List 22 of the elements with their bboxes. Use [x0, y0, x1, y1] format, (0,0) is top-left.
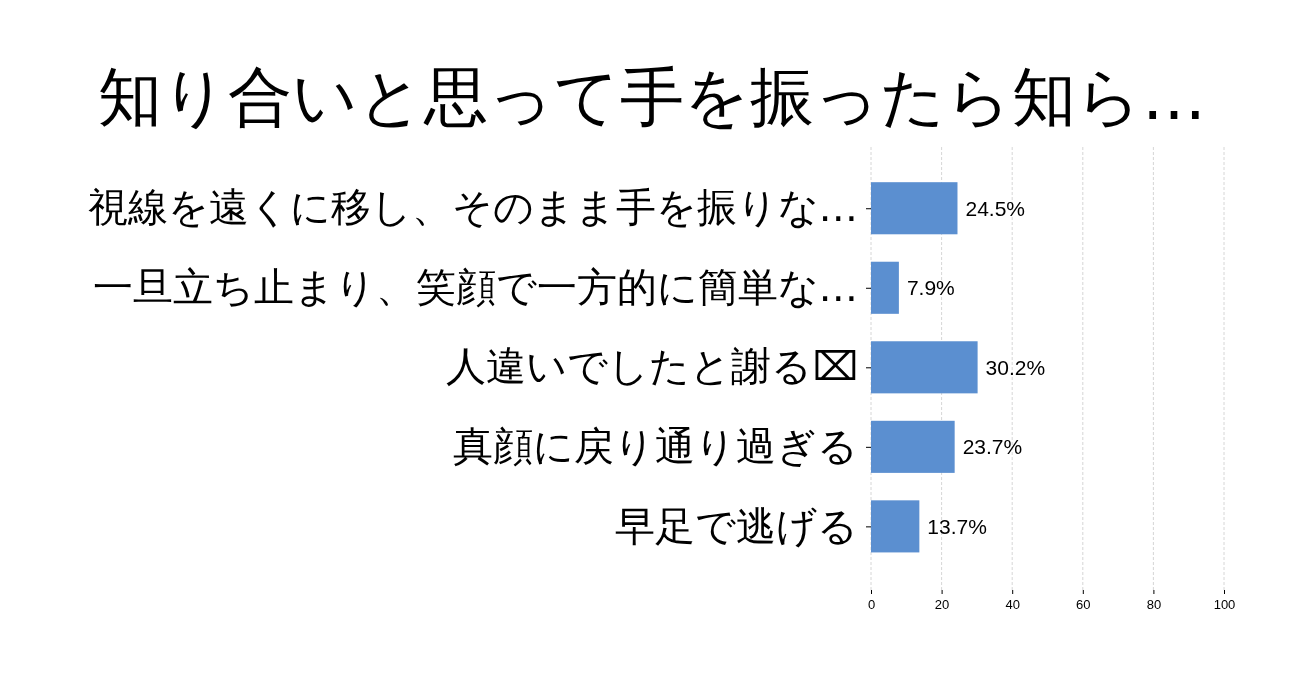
chart-title: 知り合いと思って手を振ったら知ら…	[98, 60, 1206, 134]
y-tick-label: 早足で逃げる	[615, 502, 858, 549]
y-tick-label: 人違いでしたと謝る⌧	[446, 343, 858, 390]
y-tick-label: 視線を遠くに移し、そのまま手を振りな…	[87, 184, 858, 231]
bar	[871, 420, 955, 473]
y-tick-label: 一旦立ち止まり、笑顔で一方的に簡単な…	[92, 263, 858, 310]
bar	[871, 261, 899, 314]
x-tick-label: 60	[1076, 597, 1091, 613]
y-tick-label: 真顔に戻り通り過ぎる	[453, 422, 858, 469]
x-tick-label: 80	[1146, 597, 1162, 613]
data-label: 23.7%	[962, 435, 1023, 459]
bar	[871, 500, 920, 553]
x-tick-label: 0	[867, 597, 876, 613]
data-label: 7.9%	[906, 276, 955, 300]
bar	[871, 341, 978, 394]
data-label: 13.7%	[927, 514, 987, 538]
x-tick-label: 100	[1213, 597, 1236, 613]
data-label: 30.2%	[985, 355, 1046, 379]
bar	[871, 182, 958, 235]
data-label: 24.5%	[965, 196, 1026, 220]
x-tick-label: 40	[1005, 597, 1020, 613]
x-tick-label: 20	[934, 597, 950, 613]
